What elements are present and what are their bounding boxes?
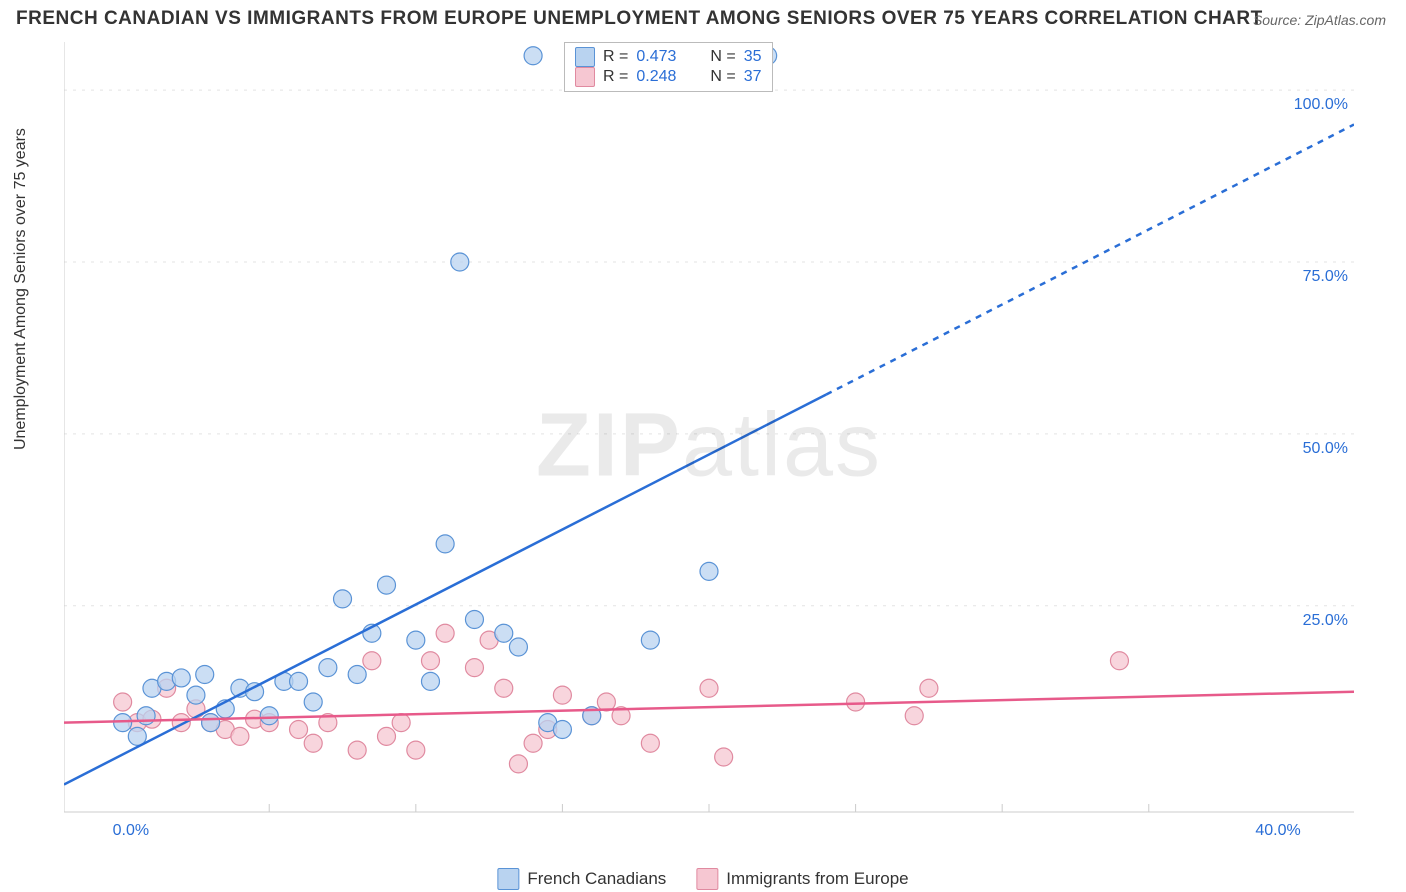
legend-swatch (575, 67, 595, 87)
legend-n-value: 35 (744, 48, 762, 66)
legend-series-item: Immigrants from Europe (696, 868, 908, 890)
legend-r-label: R = (603, 68, 628, 86)
y-tick-label: 100.0% (1294, 96, 1348, 114)
legend-n-label: N = (710, 48, 735, 66)
y-tick-label: 75.0% (1303, 268, 1348, 286)
legend-r-value: 0.473 (636, 48, 676, 66)
x-tick-label: 40.0% (1255, 822, 1300, 840)
legend-stats: R = 0.473 N = 35 R = 0.248 N = 37 (564, 42, 773, 92)
legend-swatch (696, 868, 718, 890)
legend-stat-row: R = 0.248 N = 37 (575, 67, 762, 87)
legend-series-label: French Canadians (527, 869, 666, 889)
y-axis-label: Unemployment Among Seniors over 75 years (12, 128, 30, 450)
y-tick-label: 25.0% (1303, 612, 1348, 630)
legend-stat-row: R = 0.473 N = 35 (575, 47, 762, 67)
chart-title: FRENCH CANADIAN VS IMMIGRANTS FROM EUROP… (16, 8, 1263, 30)
legend-swatch (497, 868, 519, 890)
legend-r-label: R = (603, 48, 628, 66)
legend-n-label: N = (710, 68, 735, 86)
legend-series-label: Immigrants from Europe (726, 869, 908, 889)
plot-area: ZIPatlas R =0.473N =35R =0.248N =37 25.0… (64, 42, 1354, 850)
x-tick-label: 0.0% (113, 822, 149, 840)
scatter-svg (64, 42, 1354, 850)
source-attribution: Source: ZipAtlas.com (1253, 12, 1386, 28)
legend-series: French Canadians Immigrants from Europe (497, 868, 908, 890)
legend-series-item: French Canadians (497, 868, 666, 890)
y-tick-label: 50.0% (1303, 440, 1348, 458)
legend-r-value: 0.248 (636, 68, 676, 86)
legend-swatch (575, 47, 595, 67)
legend-n-value: 37 (744, 68, 762, 86)
